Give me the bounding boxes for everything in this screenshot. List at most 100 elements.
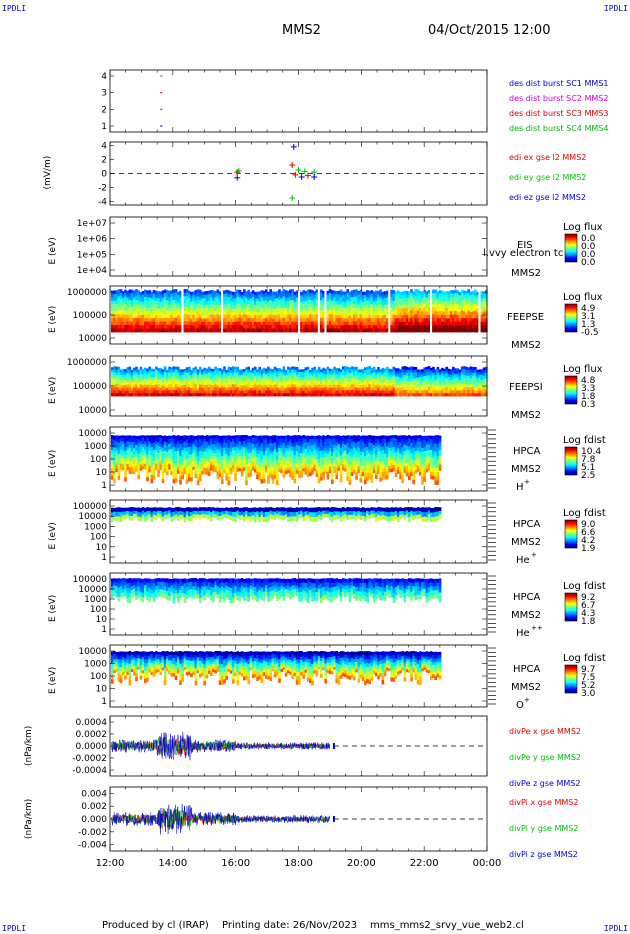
spacecraft-label: MMS2	[511, 340, 541, 351]
y-tick-label: 10	[96, 468, 108, 478]
spectrogram	[111, 366, 488, 397]
y-axis-label: (nPa/km)	[24, 799, 34, 839]
legend-entry: des dist burst SC3 MMS3	[509, 109, 608, 118]
y-tick-label: 0.002	[81, 802, 107, 812]
spacecraft-label: MMS2	[511, 410, 541, 421]
data-end-mark	[332, 816, 335, 822]
colorbar-tick-label: 0.3	[581, 400, 595, 410]
x-tick-label: 16:00	[221, 858, 250, 869]
colorbar-tick-label: 2.5	[581, 471, 595, 481]
y-axis-label: (nPa/km)	[24, 726, 34, 766]
y-tick-label: 100000	[73, 311, 108, 321]
colorbar-tick-label: 0.0	[581, 242, 596, 252]
corner-label-top-right: IPDLI	[603, 4, 628, 13]
y-tick-label: 1e+05	[77, 250, 107, 260]
legend-entry: divPe z gse MMS2	[509, 779, 580, 788]
x-tick-label: 00:00	[473, 858, 502, 869]
y-tick-label: 10000	[78, 429, 107, 439]
colorbar-tick-label: 3.3	[581, 384, 595, 394]
y-tick-label: 10	[96, 685, 108, 695]
y-tick-label: 100000	[73, 575, 108, 585]
corner-label-bottom-right: IPDLI	[603, 924, 628, 933]
colorbar-title: Log flux	[563, 222, 603, 233]
colorbar-title: Log fdist	[563, 581, 606, 592]
y-tick-label: 0.004	[81, 789, 107, 799]
colorbar-title: Log fdist	[563, 653, 606, 664]
y-tick-label: 100000	[73, 382, 108, 392]
colorbar-tick-label: 10.4	[581, 447, 601, 457]
series-line	[111, 731, 331, 761]
y-tick-label: 10000	[78, 512, 107, 522]
y-tick-label: 1e+04	[77, 266, 108, 276]
colorbar-tick-label: 0.0	[581, 250, 596, 260]
colorbar-tick-label: 0.0	[581, 258, 596, 268]
colorbar-tick-label: -0.5	[581, 328, 599, 338]
colorbar-tick-label: 9.0	[581, 520, 596, 530]
y-axis-label: E (eV)	[48, 306, 58, 333]
y-axis-label: E (eV)	[48, 667, 58, 694]
colorbar-title: Log flux	[563, 292, 603, 303]
y-tick-label: 0.0000	[76, 742, 108, 752]
colorbar-tick-label: 7.5	[581, 673, 595, 683]
colorbar-tick-label: 6.7	[581, 601, 595, 611]
instrument-label: HPCA	[513, 664, 541, 675]
y-tick-label: 100	[90, 605, 107, 615]
legend-entry: edi ez gse l2 MMS2	[509, 193, 586, 202]
data-point	[234, 174, 241, 181]
footer-printing-date: Printing date: 26/Nov/2023	[222, 920, 358, 931]
y-tick-label: 3	[101, 89, 107, 99]
data-end-mark	[332, 743, 335, 749]
instrument-label: HPCA	[513, 446, 541, 457]
y-tick-label: 10000	[78, 647, 107, 657]
y-tick-label: 0.0004	[76, 718, 108, 728]
y-tick-label: 10000	[78, 334, 107, 344]
y-tick-label: 100000	[73, 502, 108, 512]
instrument-label: EIS	[517, 240, 533, 251]
data-point	[289, 195, 296, 201]
y-tick-label: 1000	[84, 442, 107, 452]
instrument-label: FEEPSI	[509, 382, 543, 393]
y-tick-label: 0	[101, 170, 107, 180]
data-point	[292, 171, 299, 178]
overlay-text: l.vvy electron tc	[483, 248, 563, 259]
spectrogram	[111, 507, 442, 523]
data-point	[295, 167, 302, 173]
y-tick-label: 10	[96, 543, 108, 553]
y-tick-label: -2	[98, 184, 107, 194]
species-label: He	[516, 628, 530, 639]
x-tick-label: 14:00	[158, 858, 187, 869]
y-axis-label: E (eV)	[48, 377, 58, 404]
y-tick-label: -0.002	[78, 828, 107, 838]
species-charge: +	[531, 551, 537, 559]
data-point	[235, 167, 242, 174]
colorbar	[564, 592, 578, 622]
colorbar-tick-label: 1.8	[581, 392, 596, 402]
y-tick-label: 1e+07	[77, 219, 107, 229]
panel-eis-frame	[109, 216, 488, 277]
data-point	[290, 143, 297, 150]
data-point	[289, 162, 296, 169]
legend-entry: divPe y gse MMS2	[509, 753, 581, 762]
y-tick-label: 2	[101, 105, 107, 115]
y-tick-label: 1000	[84, 660, 107, 670]
colorbar-tick-label: 4.2	[581, 536, 595, 546]
spectrogram	[111, 651, 442, 686]
colorbar-tick-label: 9.7	[581, 665, 595, 675]
colorbar	[564, 446, 578, 476]
legend-entry: divPi y gse MMS2	[509, 824, 578, 833]
y-tick-label: 10000	[78, 406, 107, 416]
colorbar-tick-label: 7.8	[581, 455, 596, 465]
legend-entry: des dist burst SC4 MMS4	[509, 124, 608, 133]
legend-entry: divPi z gse MMS2	[509, 850, 578, 859]
date-title: 04/Oct/2015 12:00	[428, 23, 551, 38]
y-tick-label: 0.000	[81, 815, 107, 825]
y-tick-label: -0.004	[78, 841, 107, 851]
instrument-label: FEEPSE	[507, 312, 544, 323]
x-tick-label: 12:00	[96, 858, 125, 869]
species-charge: +	[524, 696, 530, 704]
y-tick-label: 1	[101, 697, 107, 707]
y-tick-label: 2	[101, 156, 107, 166]
colorbar-tick-label: 5.2	[581, 681, 595, 691]
colorbar	[564, 664, 578, 694]
spacecraft-label: MMS2	[511, 537, 541, 548]
